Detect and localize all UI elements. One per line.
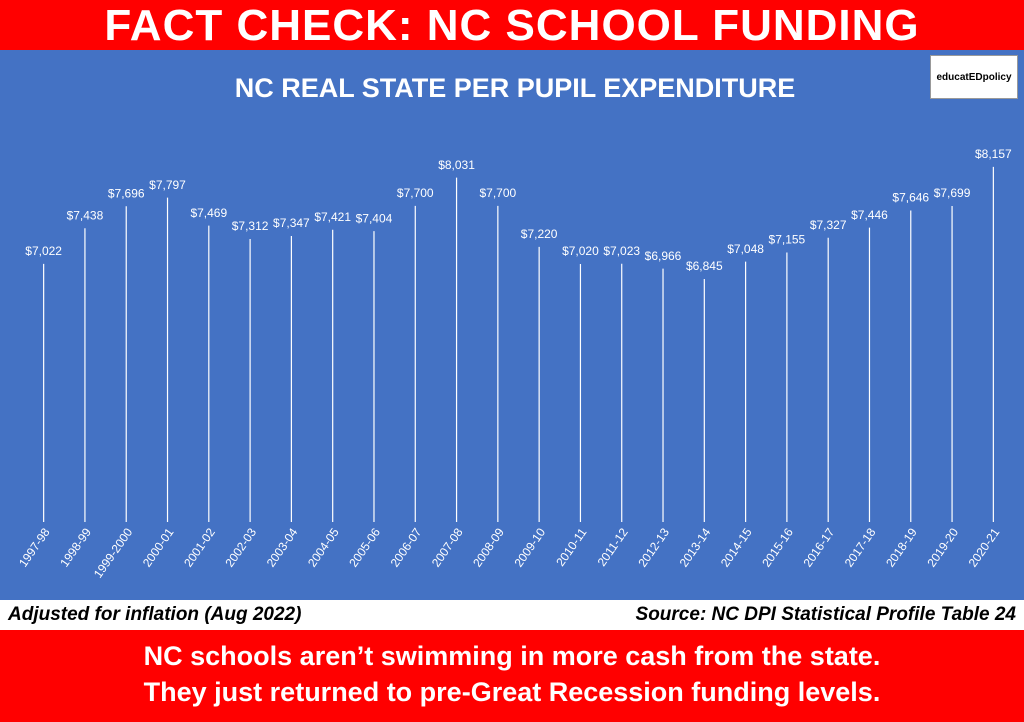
value-label: $7,646 [892, 191, 929, 205]
message-line: They just returned to pre-Great Recessio… [143, 677, 881, 707]
value-label: $6,966 [645, 249, 682, 263]
value-label: $6,845 [686, 259, 723, 273]
chart-title: NC REAL STATE PER PUPIL EXPENDITURE [235, 73, 796, 103]
value-label: $7,220 [521, 227, 558, 241]
note-right: Source: NC DPI Statistical Profile Table… [635, 604, 1016, 625]
header-title: FACT CHECK: NC SCHOOL FUNDING [0, 0, 1024, 50]
logo: educatEDpolicy [930, 55, 1018, 99]
value-label: $8,157 [975, 147, 1012, 161]
chart: NC REAL STATE PER PUPIL EXPENDITURE 1997… [0, 50, 1024, 600]
value-label: $7,696 [108, 186, 145, 200]
value-label: $7,469 [190, 206, 227, 220]
message-line: NC schools aren’t swimming in more cash … [143, 641, 881, 671]
note-left: Adjusted for inflation (Aug 2022) [8, 604, 302, 625]
value-label: $7,023 [603, 244, 640, 258]
value-label: $7,155 [769, 233, 806, 247]
value-label: $8,031 [438, 158, 475, 172]
value-label: $7,020 [562, 244, 599, 258]
notes: Adjusted for inflation (Aug 2022) Source… [0, 600, 1024, 630]
value-label: $7,421 [314, 210, 351, 224]
value-label: $7,797 [149, 178, 186, 192]
value-label: $7,404 [356, 211, 393, 225]
value-label: $7,347 [273, 216, 310, 230]
chart-background [0, 50, 1024, 600]
value-label: $7,022 [25, 244, 62, 258]
value-label: $7,327 [810, 218, 847, 232]
message: NC schools aren’t swimming in more cash … [0, 630, 1024, 722]
value-label: $7,699 [934, 186, 971, 200]
value-label: $7,446 [851, 208, 888, 222]
value-label: $7,048 [727, 242, 764, 256]
value-label: $7,312 [232, 219, 269, 233]
value-label: $7,700 [480, 186, 517, 200]
value-label: $7,438 [67, 208, 104, 222]
value-label: $7,700 [397, 186, 434, 200]
